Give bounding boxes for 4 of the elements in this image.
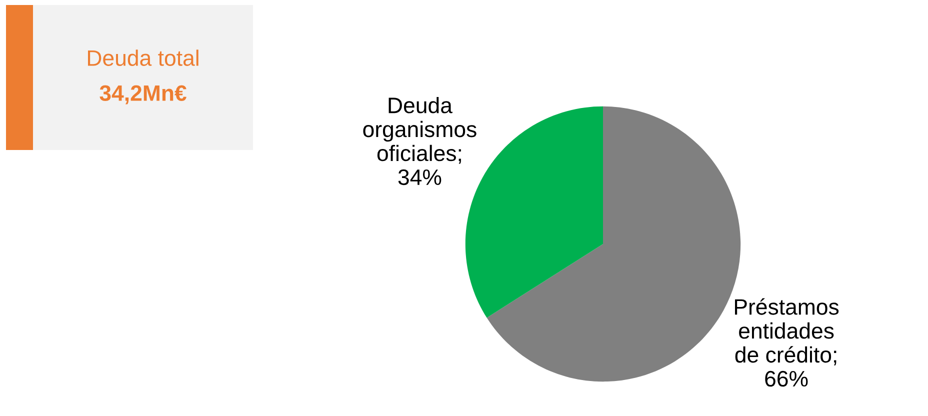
slice-label: Préstamos entidades de crédito; 66% — [735, 298, 839, 387]
slice-label: Deuda organismos oficiales; 34% — [363, 96, 476, 186]
text: 34,2Mn€ — [100, 85, 186, 104]
text: Deuda total — [88, 50, 198, 66]
